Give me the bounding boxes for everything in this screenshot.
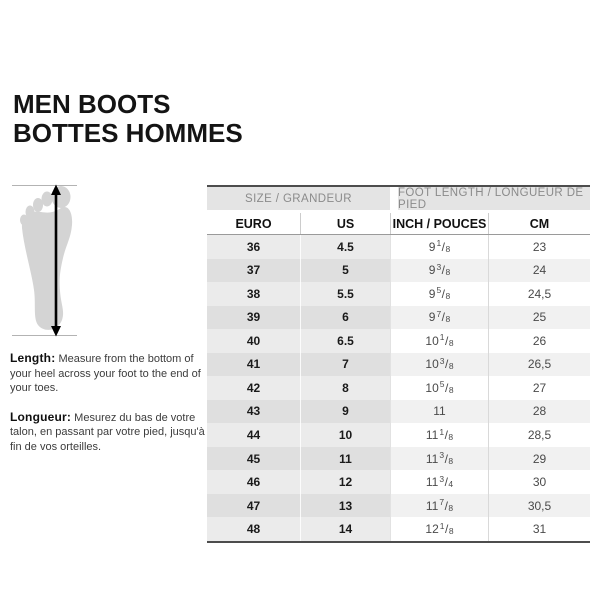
table-row: 40 6.5 10 1/8 26 — [207, 329, 590, 353]
inch-length-cell: 10 5/8 — [390, 376, 488, 400]
table-body: 36 4.5 9 1/8 23 37 5 9 3/8 24 38 5.5 9 5/8 24,5 39 6 9… — [207, 235, 590, 541]
foot-silhouette-icon — [20, 186, 73, 330]
euro-size-cell: 47 — [207, 493, 300, 518]
group-header-size: SIZE / GRANDEUR — [207, 187, 390, 210]
euro-size-cell: 45 — [207, 446, 300, 471]
inch-length-cell: 12 1/8 — [390, 517, 488, 541]
table-row: 41 7 10 3/8 26,5 — [207, 352, 590, 377]
column-header-us: US — [300, 213, 390, 234]
foot-length-diagram — [10, 182, 82, 340]
table-column-header-row: EURO US INCH / POUCES CM — [207, 213, 590, 235]
column-header-euro: EURO — [207, 213, 300, 234]
table-row: 39 6 9 7/8 25 — [207, 305, 590, 330]
cm-length-cell: 24,5 — [488, 282, 590, 306]
cm-length-cell: 28,5 — [488, 423, 590, 447]
table-row: 44 10 11 1/8 28,5 — [207, 423, 590, 447]
table-row: 37 5 9 3/8 24 — [207, 258, 590, 283]
title-line-fr: BOTTES HOMMES — [13, 118, 243, 148]
inch-length-cell: 11 — [390, 399, 488, 424]
euro-size-cell: 41 — [207, 352, 300, 377]
inch-length-cell: 9 7/8 — [390, 305, 488, 330]
cm-length-cell: 30 — [488, 470, 590, 494]
us-size-cell: 6.5 — [300, 329, 390, 353]
euro-size-cell: 42 — [207, 376, 300, 400]
inch-length-cell: 11 3/4 — [390, 470, 488, 494]
inch-length-cell: 9 5/8 — [390, 282, 488, 306]
us-size-cell: 4.5 — [300, 235, 390, 259]
measurement-arrow-icon — [51, 184, 61, 337]
table-row: 36 4.5 9 1/8 23 — [207, 235, 590, 259]
inch-length-cell: 11 7/8 — [390, 493, 488, 518]
instruction-length-text: Measure from the bottom of your heel acr… — [10, 353, 201, 394]
table-row: 47 13 11 7/8 30,5 — [207, 493, 590, 518]
inch-length-cell: 11 1/8 — [390, 423, 488, 447]
instruction-length-label: Length: — [10, 351, 56, 365]
euro-size-cell: 43 — [207, 399, 300, 424]
euro-size-cell: 39 — [207, 305, 300, 330]
cm-length-cell: 27 — [488, 376, 590, 400]
euro-size-cell: 37 — [207, 258, 300, 283]
cm-length-cell: 28 — [488, 399, 590, 424]
table-row: 46 12 11 3/4 30 — [207, 470, 590, 494]
inch-length-cell: 9 3/8 — [390, 258, 488, 283]
euro-size-cell: 44 — [207, 423, 300, 447]
column-header-inch: INCH / POUCES — [390, 213, 488, 234]
foot-illustration — [12, 184, 77, 337]
cm-length-cell: 26,5 — [488, 352, 590, 377]
instruction-longueur-text: Mesurez du bas de votre talon, en passan… — [10, 411, 217, 453]
header-gap — [207, 210, 590, 213]
euro-size-cell: 48 — [207, 517, 300, 541]
table-row: 38 5.5 9 5/8 24,5 — [207, 282, 590, 306]
us-size-cell: 12 — [300, 470, 390, 494]
measuring-instructions: Length: Measure from the bottom of your … — [10, 351, 218, 468]
us-size-cell: 10 — [300, 423, 390, 447]
euro-size-cell: 46 — [207, 470, 300, 494]
group-header-foot-length: FOOT LENGTH / LONGUEUR DE PIED — [398, 187, 590, 211]
inch-length-cell: 9 1/8 — [390, 235, 488, 259]
euro-size-cell: 38 — [207, 282, 300, 306]
table-row: 48 14 12 1/8 31 — [207, 517, 590, 541]
inch-length-cell: 10 3/8 — [390, 352, 488, 377]
cm-length-cell: 29 — [488, 446, 590, 471]
us-size-cell: 5.5 — [300, 282, 390, 306]
page-title: MEN BOOTS BOTTES HOMMES — [13, 90, 243, 148]
us-size-cell: 8 — [300, 376, 390, 400]
size-chart-table: SIZE / GRANDEUR FOOT LENGTH / LONGUEUR D… — [207, 185, 590, 543]
cm-length-cell: 25 — [488, 305, 590, 330]
table-row: 42 8 10 5/8 27 — [207, 376, 590, 400]
euro-size-cell: 36 — [207, 235, 300, 259]
us-size-cell: 5 — [300, 258, 390, 283]
us-size-cell: 14 — [300, 517, 390, 541]
instruction-longueur-label: Longueur: — [10, 409, 72, 424]
group-header-spacer — [390, 187, 398, 210]
column-header-cm: CM — [488, 213, 590, 234]
inch-length-cell: 11 3/8 — [390, 446, 488, 471]
us-size-cell: 9 — [300, 399, 390, 424]
cm-length-cell: 30,5 — [488, 493, 590, 518]
us-size-cell: 6 — [300, 305, 390, 330]
table-group-header-row: SIZE / GRANDEUR FOOT LENGTH / LONGUEUR D… — [207, 187, 590, 211]
us-size-cell: 11 — [300, 446, 390, 471]
table-row: 45 11 11 3/8 29 — [207, 446, 590, 471]
instruction-length: Length: Measure from the bottom of your … — [10, 351, 218, 396]
inch-length-cell: 10 1/8 — [390, 329, 488, 353]
title-line-en: MEN BOOTS — [13, 89, 171, 119]
cm-length-cell: 26 — [488, 329, 590, 353]
instruction-longueur: Longueur: Mesurez du bas de votre talon,… — [10, 410, 218, 455]
us-size-cell: 13 — [300, 493, 390, 518]
cm-length-cell: 31 — [488, 517, 590, 541]
cm-length-cell: 23 — [488, 235, 590, 259]
us-size-cell: 7 — [300, 352, 390, 377]
euro-size-cell: 40 — [207, 329, 300, 353]
table-row: 43 9 11 28 — [207, 399, 590, 424]
cm-length-cell: 24 — [488, 258, 590, 283]
